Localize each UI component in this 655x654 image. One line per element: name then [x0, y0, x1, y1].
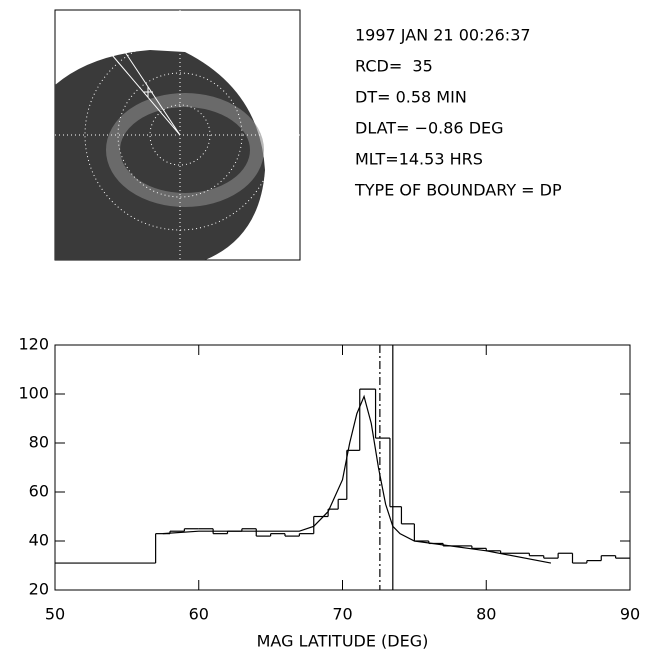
auroral-image [55, 10, 300, 262]
info-line: MLT=14.53 HRS [355, 150, 483, 169]
info-block: 1997 JAN 21 00:26:37 RCD= 35 DT= 0.58 MIN D… [354, 26, 562, 200]
fit-line [163, 396, 551, 563]
y-tick-label: 100 [18, 384, 49, 403]
x-tick-label: 90 [620, 605, 640, 624]
figure: 1997 JAN 21 00:26:37 RCD= 35 DT= 0.58 MIN D… [0, 0, 655, 654]
y-tick-label: 80 [29, 433, 49, 452]
page: 1997 JAN 21 00:26:37 RCD= 35 DT= 0.58 MIN D… [0, 0, 655, 654]
y-tick-label: 40 [29, 531, 49, 550]
x-tick-label: 60 [189, 605, 209, 624]
x-tick-label: 70 [332, 605, 352, 624]
x-axis-label: MAG LATITUDE (DEG) [257, 632, 429, 651]
y-tick-label: 120 [18, 335, 49, 354]
plot-frame [55, 345, 630, 590]
y-tick-label: 60 [29, 482, 49, 501]
info-line: TYPE OF BOUNDARY = DP [354, 181, 562, 200]
chart: 50 60 70 80 90 20 40 60 80 100 120 MAG LATITUDE (DE… [18, 335, 640, 651]
x-tick-label: 80 [476, 605, 496, 624]
info-line: 1997 JAN 21 00:26:37 [355, 26, 531, 45]
info-line: RCD= 35 [355, 57, 433, 76]
x-tick-label: 50 [45, 605, 65, 624]
info-line: DLAT= −0.86 DEG [355, 119, 504, 138]
y-tick-label: 20 [29, 580, 49, 599]
info-line: DT= 0.58 MIN [355, 88, 467, 107]
